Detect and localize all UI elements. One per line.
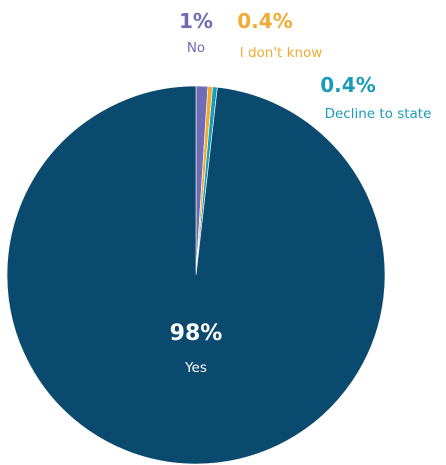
slice-label-decline: Decline to state [325,106,432,122]
slice-value-yes: 98% [170,321,223,346]
slice-value-no: 1% [179,9,213,33]
pie-slices [6,85,386,465]
slice-label-dont-know: I don't know [240,45,323,61]
slice-label-yes: Yes [184,360,207,376]
slice-value-decline: 0.4% [320,73,375,97]
pie-slice-yes [6,85,386,465]
slice-value-dont-know: 0.4% [237,9,292,33]
slice-label-no: No [187,40,205,56]
